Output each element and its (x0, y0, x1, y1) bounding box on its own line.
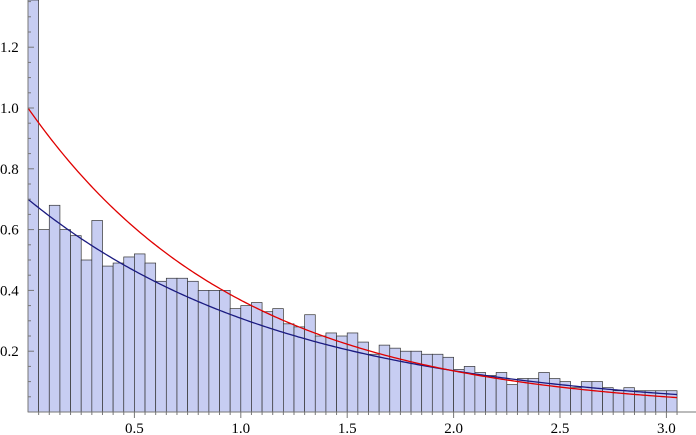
histogram-bar (197, 290, 210, 413)
histogram-bar (453, 369, 465, 413)
histogram-bar (123, 256, 135, 413)
x-tick-label: 0.5 (125, 421, 144, 435)
y-tick-label: 0.6 (0, 223, 19, 239)
x-ticks: 0.5 1.0 1.5 2.0 2.5 3.0 (38, 412, 678, 435)
histogram-bar (59, 229, 71, 413)
histogram-bar (474, 372, 486, 413)
histogram-bar (70, 235, 82, 413)
histogram-bar (112, 262, 125, 413)
histogram-bar (165, 277, 178, 413)
blue-fit-line (27, 198, 678, 396)
x-tick-label: 1.5 (338, 421, 357, 435)
red-fit-line (27, 107, 678, 399)
histogram-bar (485, 375, 497, 413)
y-tick-label: 1.2 (0, 40, 19, 56)
histogram-bar (144, 262, 157, 413)
x-tick-label: 3.0 (657, 421, 676, 435)
histogram-bar (538, 372, 550, 413)
histogram-bar (134, 253, 146, 413)
histogram-bar (272, 308, 284, 413)
histogram-bar (591, 381, 603, 413)
x-tick-label: 2.0 (444, 421, 463, 435)
y-tick-label: 1.0 (0, 101, 19, 117)
histogram-bar (219, 290, 231, 413)
histogram-bar (229, 308, 242, 413)
histogram-bar (155, 280, 167, 413)
histogram-bar (421, 353, 433, 413)
histogram-bar (38, 229, 50, 413)
histogram-bar (102, 265, 114, 413)
histogram-bar (293, 326, 305, 413)
histogram-bar (48, 204, 61, 413)
y-tick-label: 0.4 (0, 283, 19, 299)
histogram-bar (80, 259, 93, 413)
y-tick-label: 0.8 (0, 162, 19, 178)
histogram-bar (314, 335, 327, 413)
histogram-bar (570, 387, 582, 413)
histogram-bar (644, 390, 657, 413)
y-tick-label: 0.2 (0, 344, 19, 360)
histogram-bar (517, 378, 529, 413)
fit-lines (27, 107, 678, 399)
histogram-bar (251, 302, 263, 413)
histogram-bar (410, 350, 423, 413)
y-ticks: 0.2 0.4 0.6 0.8 1.0 1.2 (0, 1, 34, 398)
histogram-bar (442, 356, 454, 413)
histogram-bar (431, 353, 444, 413)
histogram-bar (283, 323, 295, 413)
histogram-bar (580, 381, 593, 413)
x-tick-label: 2.5 (551, 421, 570, 435)
x-tick-label: 1.0 (231, 421, 250, 435)
histogram-bar (176, 277, 188, 413)
histogram-bar (506, 384, 518, 413)
histogram-bars (27, 0, 678, 413)
histogram-bar (368, 353, 380, 413)
